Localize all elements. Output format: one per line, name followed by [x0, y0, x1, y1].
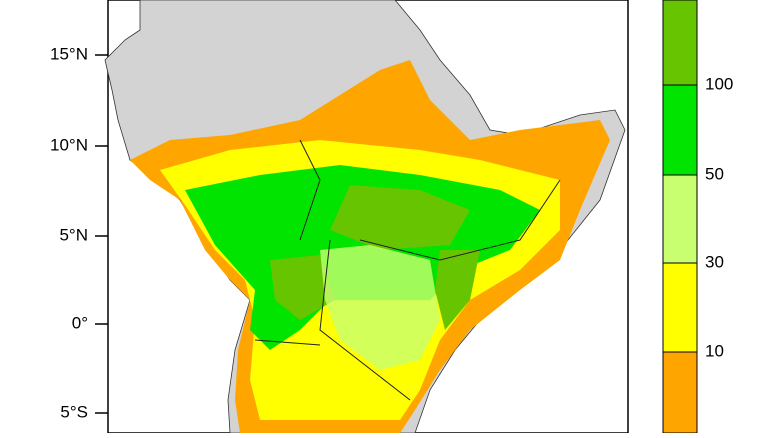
colorbar-label: 50 [705, 164, 724, 183]
lat-axis: 15°N 10°N 5°N 0° 5°S [50, 44, 108, 421]
colorbar: 100 50 30 10 [662, 0, 733, 434]
lat-label: 10°N [50, 135, 88, 154]
colorbar-box [662, 0, 698, 86]
lat-label: 15°N [50, 44, 88, 63]
colorbar-box [662, 351, 698, 434]
lat-label: 5°S [60, 402, 88, 421]
borders [254, 139, 561, 401]
region-lightgreen [320, 245, 440, 370]
lat-label: 0° [72, 313, 88, 332]
colorbar-box [662, 262, 698, 353]
region-darkgreen [270, 185, 480, 330]
colorbar-label: 10 [705, 341, 724, 360]
map-panel [104, 0, 629, 434]
lat-label: 5°N [59, 225, 88, 244]
colorbar-label: 30 [705, 252, 724, 271]
colorbar-label: 100 [705, 74, 733, 93]
colorbar-box [662, 174, 698, 264]
colorbar-box [662, 84, 698, 176]
